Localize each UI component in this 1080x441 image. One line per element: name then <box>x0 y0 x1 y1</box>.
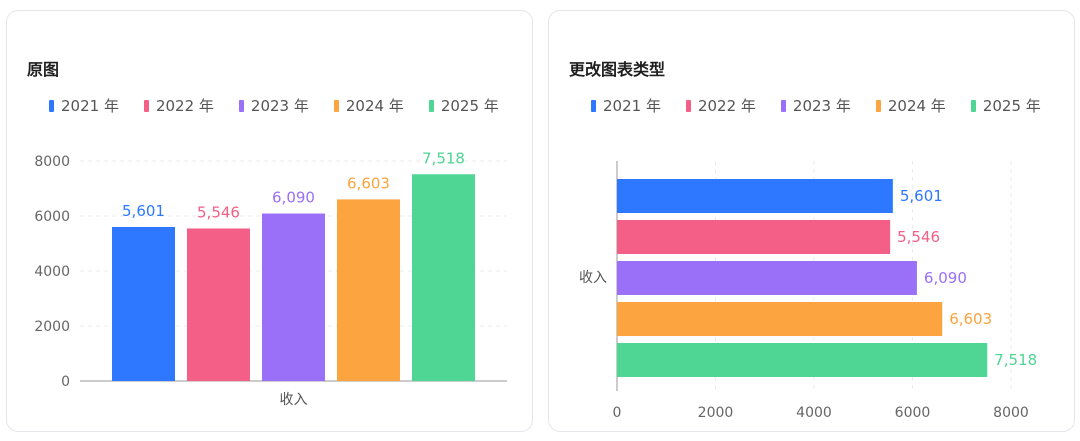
data-label: 7,518 <box>422 149 465 167</box>
data-label: 6,090 <box>272 189 315 207</box>
bar-chart-vertical: 0 2000 4000 6000 8000 5,601 5,546 6,090 6,603 7,5… <box>34 149 507 408</box>
legend-item[interactable]: 2022 年 <box>685 95 756 116</box>
data-label: 5,601 <box>900 187 943 205</box>
x-tick-label: 2000 <box>698 405 734 421</box>
chart-card-original: 原图 2021 年 2022 年 2023 年 2024 年 2025 年 0 2000 4… <box>6 10 533 432</box>
data-label: 7,518 <box>994 351 1037 369</box>
legend: 2021 年 2022 年 2023 年 2024 年 2025 年 <box>49 95 524 116</box>
data-label: 6,090 <box>924 269 967 287</box>
bar[interactable] <box>617 343 988 377</box>
legend: 2021 年 2022 年 2023 年 2024 年 2025 年 <box>591 95 1066 116</box>
legend-swatch <box>685 99 691 112</box>
legend-item[interactable]: 2025 年 <box>428 95 499 116</box>
chart-title: 原图 <box>27 60 60 79</box>
legend-swatch <box>143 99 149 112</box>
legend-swatch <box>49 99 54 112</box>
legend-item[interactable]: 2021 年 <box>49 95 119 116</box>
legend-label: 2022 年 <box>155 97 214 115</box>
data-label: 6,603 <box>347 174 390 192</box>
legend-item[interactable]: 2023 年 <box>238 95 309 116</box>
legend-item[interactable]: 2024 年 <box>333 95 404 116</box>
data-label: 5,546 <box>197 203 240 221</box>
legend-label: 2022 年 <box>697 97 756 115</box>
bar[interactable] <box>262 213 325 381</box>
legend-item[interactable]: 2022 年 <box>143 95 214 116</box>
legend-swatch <box>591 99 596 112</box>
y-tick-label: 4000 <box>34 264 70 280</box>
bar[interactable] <box>617 179 893 213</box>
chart-title: 更改图表类型 <box>569 60 666 79</box>
legend-swatch <box>428 99 434 112</box>
legend-label: 2024 年 <box>887 97 946 115</box>
bar[interactable] <box>187 228 250 381</box>
bar[interactable] <box>112 226 175 381</box>
legend-label: 2021 年 <box>61 97 119 115</box>
legend-item[interactable]: 2021 年 <box>591 95 661 116</box>
legend-item[interactable]: 2023 年 <box>780 95 851 116</box>
data-label: 6,603 <box>949 310 992 328</box>
bar[interactable] <box>337 199 400 381</box>
legend-swatch <box>238 99 244 112</box>
legend-swatch <box>875 99 881 112</box>
legend-label: 2023 年 <box>792 97 851 115</box>
legend-label: 2025 年 <box>982 97 1041 115</box>
x-tick-label: 收入 <box>280 392 308 408</box>
legend-label: 2024 年 <box>345 97 404 115</box>
bar[interactable] <box>617 220 891 254</box>
x-tick-label: 0 <box>613 405 622 421</box>
data-label: 5,601 <box>122 202 165 220</box>
legend-swatch <box>970 99 976 112</box>
y-tick-label: 8000 <box>34 154 70 170</box>
x-tick-label: 6000 <box>895 405 931 421</box>
chart-card-changed-type: 更改图表类型 2021 年 2022 年 2023 年 2024 年 2025 年 0 2… <box>548 10 1075 432</box>
y-tick-label: 收入 <box>579 270 607 286</box>
bar[interactable] <box>412 174 475 381</box>
y-tick-label: 2000 <box>34 319 70 335</box>
legend-label: 2023 年 <box>250 97 309 115</box>
legend-label: 2021 年 <box>603 97 661 115</box>
y-tick-label: 6000 <box>34 209 70 225</box>
data-label: 5,546 <box>897 228 940 246</box>
x-tick-label: 8000 <box>993 405 1029 421</box>
y-tick-label: 0 <box>61 374 70 390</box>
bar[interactable] <box>617 302 943 336</box>
legend-label: 2025 年 <box>440 97 499 115</box>
legend-swatch <box>780 99 786 112</box>
bar-chart-horizontal: 0 2000 4000 6000 8000 5,601 5,546 6,090 6,603 7,5… <box>579 161 1037 421</box>
x-tick-label: 4000 <box>796 405 832 421</box>
legend-swatch <box>333 99 339 112</box>
legend-item[interactable]: 2024 年 <box>875 95 946 116</box>
bar[interactable] <box>617 261 917 295</box>
legend-item[interactable]: 2025 年 <box>970 95 1041 116</box>
